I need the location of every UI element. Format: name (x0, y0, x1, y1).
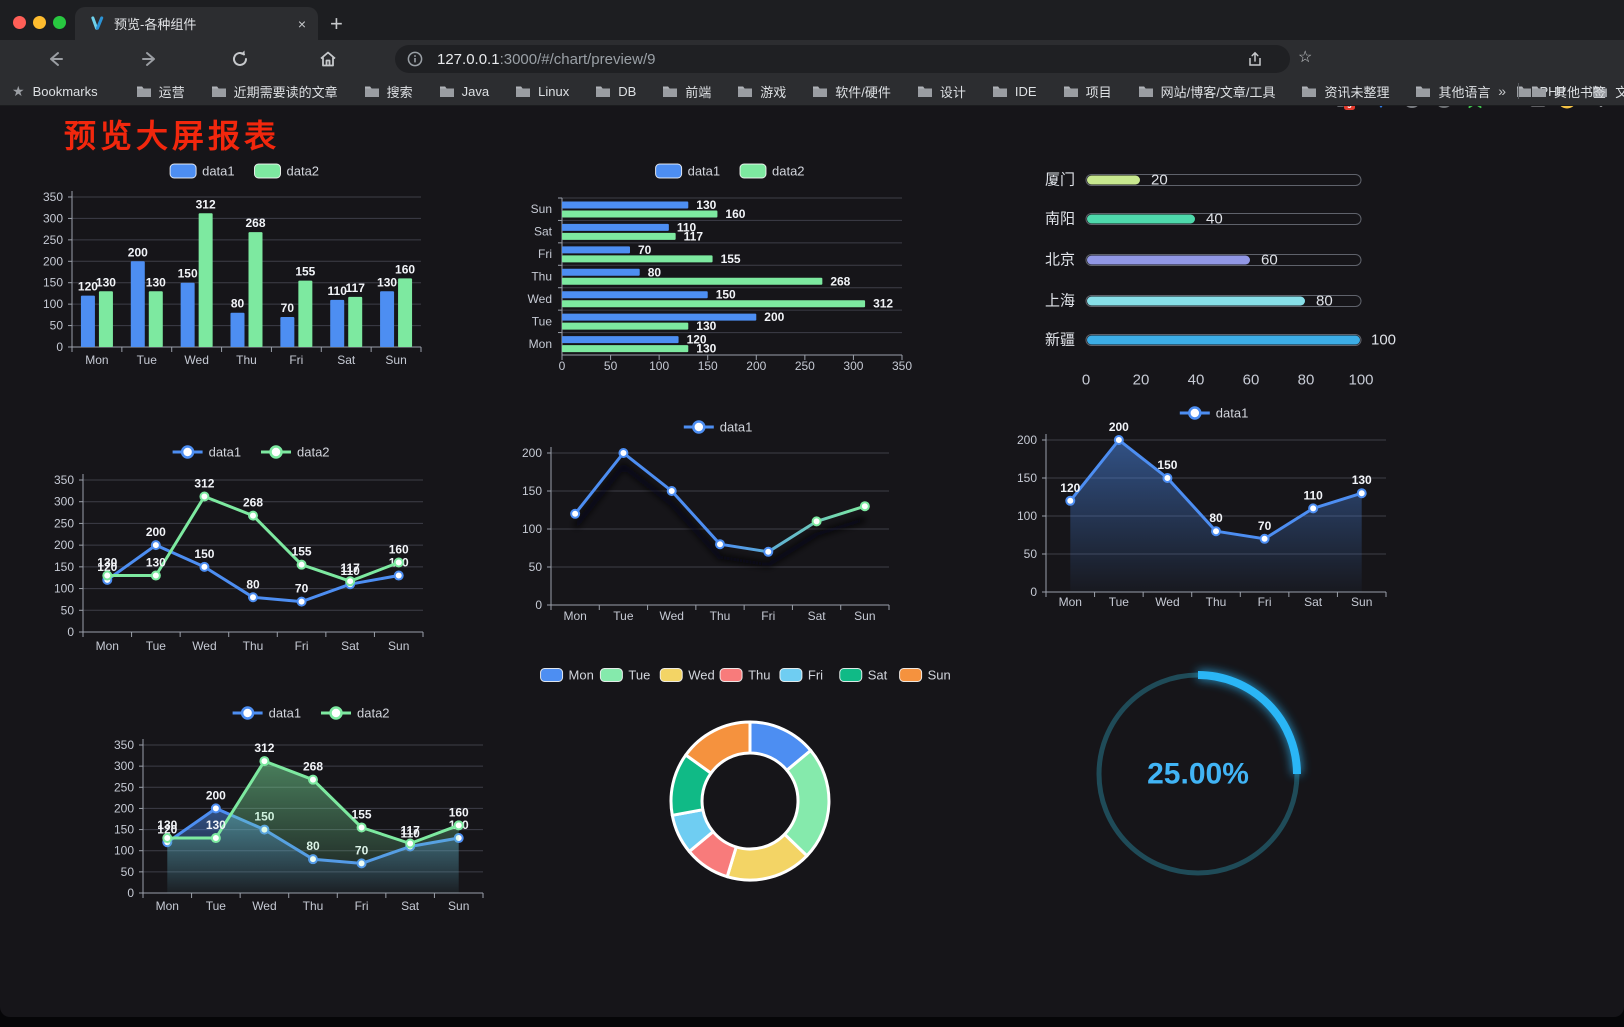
bookmarks-separator (1517, 83, 1519, 99)
bookmark-folder-list: 运营 近期需要读的文章 搜索 Java Linux DB 前端 游戏 软件/硬件 设计 IDE 项目 网… (136, 82, 1624, 101)
bookmark-folder[interactable]: 设计 (917, 82, 966, 101)
bookmark-folder-label: 项目 (1085, 84, 1112, 100)
site-info-icon[interactable] (407, 51, 423, 67)
new-tab-button[interactable]: + (330, 11, 343, 36)
folder-icon (211, 86, 226, 97)
folder-icon (663, 86, 678, 97)
folder-icon (1531, 86, 1546, 97)
folder-icon (1517, 86, 1532, 97)
bookmark-folder-label: 资讯未整理 (1324, 84, 1390, 100)
folder-icon (813, 86, 828, 97)
folder-icon (738, 86, 753, 97)
bookmark-folder[interactable]: Java (439, 84, 489, 99)
bookmark-folder[interactable]: 项目 (1063, 82, 1112, 101)
other-bookmarks-folder[interactable]: 其他书签 (1531, 82, 1606, 101)
chart-single-area[interactable] (1000, 385, 1400, 610)
bookmark-folder-label: Linux (538, 83, 570, 99)
bookmark-folder-label: Java (461, 83, 490, 99)
url-host: 127.0.0.1 (437, 50, 500, 68)
home-button[interactable] (318, 49, 338, 69)
bookmark-folder-label: 运营 (158, 84, 185, 100)
bookmark-folder[interactable]: DB (595, 84, 636, 99)
chart-weekday-donut[interactable] (545, 640, 955, 890)
bookmark-folder-label: 文件服务器 (1615, 84, 1624, 100)
bookmarks-star-icon[interactable]: ★ (12, 82, 25, 99)
folder-icon (992, 86, 1007, 97)
bookmark-folder-label: 近期需要读的文章 (233, 84, 338, 100)
bookmark-folder-label: 设计 (939, 84, 966, 100)
bookmarks-overflow-chevron[interactable]: » (1498, 83, 1506, 99)
url-text: 127.0.0.1:3000/#/chart/preview/9 (437, 51, 656, 68)
forward-button[interactable] (139, 49, 159, 69)
folder-icon (1593, 86, 1608, 97)
chart-grouped-bar[interactable] (40, 150, 490, 370)
bookmark-folder-label: 搜索 (386, 84, 413, 100)
bookmark-folder[interactable]: 资讯未整理 (1301, 82, 1389, 101)
chart-two-series-line[interactable] (50, 420, 440, 655)
bookmark-folder-label: 软件/硬件 (835, 84, 891, 100)
folder-icon (1138, 86, 1153, 97)
bookmark-folder[interactable]: PHP (1516, 84, 1566, 99)
bookmark-folder[interactable]: 软件/硬件 (812, 82, 891, 101)
folder-icon (917, 86, 932, 97)
tab-close-button[interactable]: × (297, 15, 306, 32)
chart-gradient-line[interactable] (520, 395, 910, 625)
url-path: :3000/#/chart/preview/9 (499, 50, 656, 68)
tab-title: 预览-各种组件 (114, 17, 197, 32)
chart-city-progress[interactable] (990, 150, 1390, 390)
bookmark-folder[interactable]: 搜索 (364, 82, 413, 101)
folder-icon (1063, 86, 1078, 97)
minimize-window-button[interactable] (33, 16, 46, 29)
address-bar[interactable]: 127.0.0.1:3000/#/chart/preview/9 (395, 45, 1290, 73)
reload-button[interactable] (230, 49, 250, 69)
bookmark-folder[interactable]: 前端 (662, 82, 711, 101)
folder-icon (364, 86, 379, 97)
maximize-window-button[interactable] (53, 16, 66, 29)
folder-icon (516, 86, 531, 97)
bookmark-folder[interactable]: 其他语言 (1415, 82, 1490, 101)
other-bookmarks-label: 其他书签 (1553, 84, 1606, 100)
bookmark-folder[interactable]: 游戏 (737, 82, 786, 101)
bookmark-folder-label: IDE (1014, 83, 1037, 99)
bookmark-folder-label: PHP (1539, 83, 1567, 99)
bookmark-folder[interactable]: IDE (992, 84, 1037, 99)
folder-icon (136, 86, 151, 97)
share-icon[interactable] (1247, 51, 1263, 67)
bookmark-folder[interactable]: 文件服务器 (1592, 82, 1624, 101)
bookmark-star-icon[interactable]: ☆ (1298, 49, 1313, 66)
bookmark-folder-label: 前端 (685, 84, 712, 100)
bookmark-folder[interactable]: 网站/博客/文章/工具 (1138, 82, 1276, 101)
bookmarks-right-group: » 其他书签 (1498, 82, 1606, 101)
back-button[interactable] (46, 49, 66, 69)
browser-toolbar: 127.0.0.1:3000/#/chart/preview/9 ☆ 9 (0, 40, 1624, 110)
chart-percent-ring[interactable] (1085, 660, 1315, 890)
folder-icon (1416, 86, 1431, 97)
bookmarks-label[interactable]: Bookmarks (32, 83, 98, 99)
browser-tab[interactable]: 预览-各种组件 × (75, 7, 318, 40)
site-favicon (91, 16, 104, 30)
folder-icon (439, 86, 454, 97)
close-window-button[interactable] (13, 16, 26, 29)
chart-horizontal-bar[interactable] (520, 150, 920, 375)
bookmark-folder[interactable]: 运营 (136, 82, 185, 101)
bookmark-folder-label: 游戏 (760, 84, 787, 100)
bookmark-folder-label: 其他语言 (1438, 84, 1491, 100)
bookmarks-bar: ★ Bookmarks 运营 近期需要读的文章 搜索 Java Linux DB 前端 游戏 软… (0, 77, 1624, 106)
folder-icon (1302, 86, 1317, 97)
chart-two-series-area[interactable] (110, 675, 500, 915)
folder-icon (596, 86, 611, 97)
tab-strip: 预览-各种组件 × + (0, 0, 1624, 40)
page-title: 预览大屏报表 (64, 118, 281, 154)
bookmark-folder-label: 网站/博客/文章/工具 (1160, 84, 1276, 100)
bookmark-folder-label: DB (618, 83, 637, 99)
bookmark-folder[interactable]: 近期需要读的文章 (211, 82, 338, 101)
bookmark-folder[interactable]: Linux (515, 84, 569, 99)
